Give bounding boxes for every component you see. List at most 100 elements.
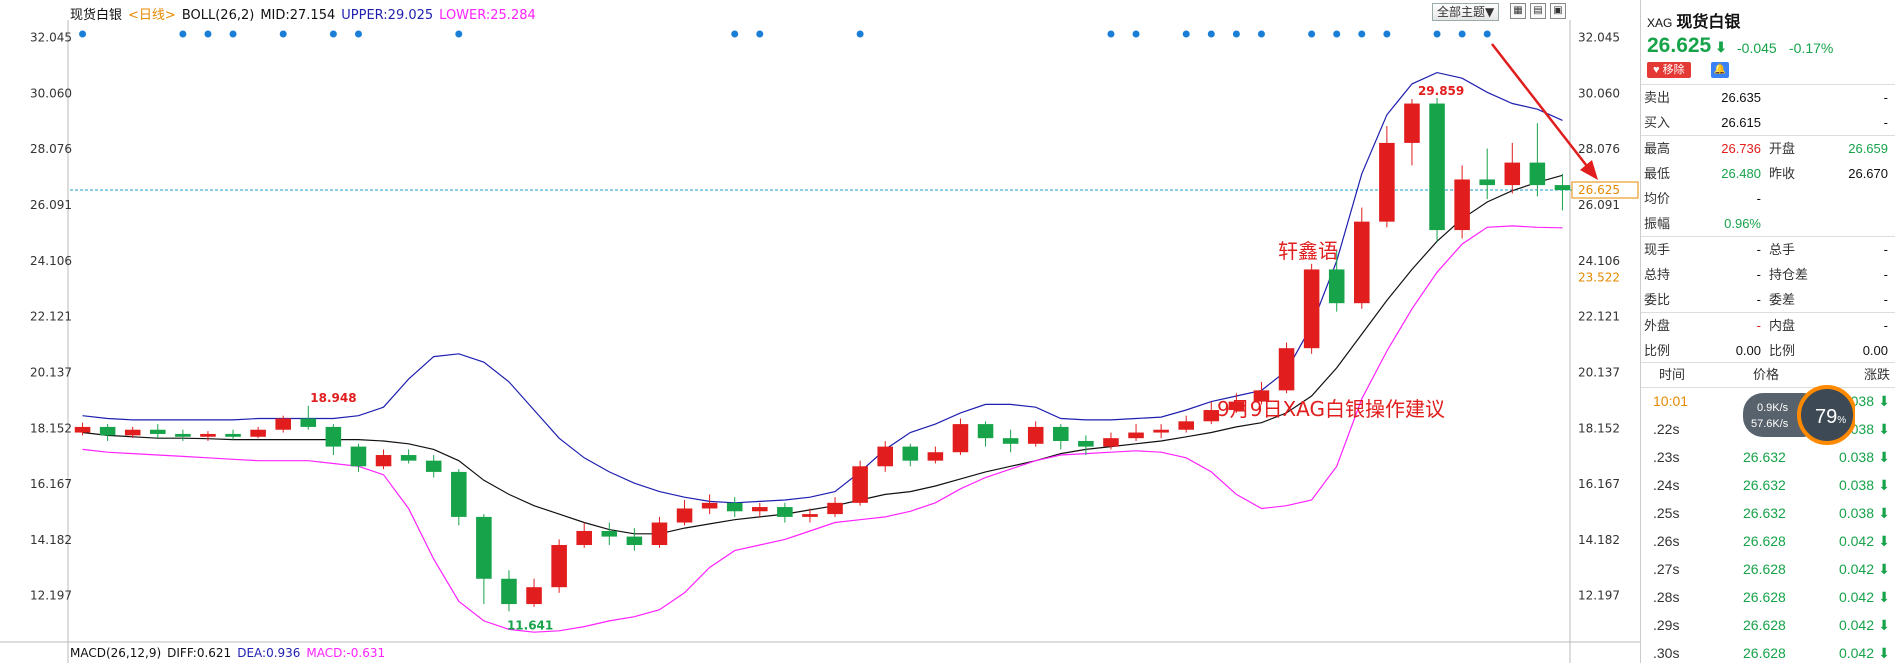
- candle-body: [676, 508, 693, 523]
- y-tick-label-left: 24.106: [30, 254, 72, 268]
- quote-value: 26.615: [1721, 115, 1761, 130]
- candle-body: [827, 502, 843, 515]
- theme-dropdown-button[interactable]: 全部主题▼: [1432, 3, 1500, 21]
- candle-body: [752, 507, 768, 512]
- down-arrow-icon: ⬇: [1878, 645, 1890, 661]
- y-tick-label-left: 16.167: [30, 477, 72, 491]
- y-tick-label-right: 20.137: [1578, 365, 1620, 379]
- candle-body: [325, 426, 342, 447]
- boll-mid-value: MID:27.154: [260, 8, 336, 23]
- quote-row: 委比 - 委差 -: [1641, 287, 1895, 312]
- signal-dot: [279, 30, 287, 38]
- quote-label: 内盘: [1769, 318, 1796, 333]
- down-arrow-icon: ⬇: [1878, 533, 1890, 549]
- y-tick-label-right: 22.121: [1578, 310, 1620, 324]
- down-arrow-icon: ⬇: [1878, 393, 1890, 409]
- candle-body: [802, 514, 818, 517]
- tick-price: 26.632: [1743, 477, 1786, 493]
- boll-lower-value: LOWER:25.284: [439, 8, 536, 23]
- candle-body: [1354, 221, 1370, 304]
- candle-body: [927, 452, 944, 461]
- candle-body: [1454, 179, 1470, 231]
- candle-body: [124, 429, 141, 436]
- instrument-title: XAG 现货白银: [1647, 8, 1740, 32]
- quote-row: 外盘 - 内盘 -: [1641, 312, 1895, 338]
- candle-body: [1128, 432, 1144, 439]
- quote-label: 外盘: [1644, 318, 1671, 333]
- signal-dot: [1182, 30, 1190, 38]
- quote-row: 卖出 26.635 -: [1641, 85, 1895, 110]
- y-tick-label-right: 14.182: [1578, 533, 1620, 547]
- image-icon[interactable]: ▣: [1550, 3, 1566, 19]
- tick-change: 0.042: [1838, 589, 1874, 605]
- period-label[interactable]: <日线>: [128, 8, 176, 23]
- quote-value: -: [1883, 242, 1888, 257]
- down-arrow-icon: ⬇: [1878, 561, 1890, 577]
- candle-body: [1529, 162, 1546, 186]
- quote-value: -: [1883, 292, 1888, 307]
- y-tick-label-left: 28.076: [30, 142, 72, 156]
- down-arrow-icon: ⬇: [1878, 589, 1890, 605]
- candle-body: [701, 502, 718, 509]
- quote-table: 卖出 26.635 - 买入 26.615 - 最高 26.736 开盘 26.659 最低 26.4…: [1641, 84, 1895, 363]
- red-arrow-head: [1580, 160, 1598, 180]
- quote-value: -: [1883, 267, 1888, 282]
- signal-dot: [1107, 30, 1115, 38]
- candlestick-chart[interactable]: 32.045 32.045 30.060 30.060 28.076 28.076 26.0…: [0, 0, 1640, 663]
- bell-icon[interactable]: 🔔: [1711, 62, 1729, 78]
- candle-body: [1379, 142, 1395, 222]
- grid-icon[interactable]: ▦: [1510, 3, 1526, 19]
- candle-body: [1479, 179, 1495, 186]
- quote-label: 开盘: [1769, 141, 1796, 156]
- candle-body: [175, 433, 191, 437]
- candle-body: [1078, 440, 1094, 447]
- tick-header-price: 价格: [1753, 367, 1780, 382]
- quote-label: 均价: [1644, 191, 1671, 206]
- candle-body: [1027, 426, 1044, 444]
- quote-label: 昨收: [1769, 166, 1796, 181]
- candle-body: [651, 522, 668, 546]
- y-tick-label-left: 20.137: [30, 365, 72, 379]
- candle-body: [425, 460, 442, 472]
- quote-row: 买入 26.615 -: [1641, 110, 1895, 135]
- lower-band-tag: 23.522: [1578, 270, 1620, 284]
- quote-label: 卖出: [1644, 90, 1671, 105]
- macd-value: MACD:-0.631: [306, 646, 386, 660]
- candle-body: [400, 455, 417, 461]
- y-tick-label-right: 12.197: [1578, 589, 1620, 603]
- signal-dot: [204, 30, 212, 38]
- chart-canvas[interactable]: 32.045 32.045 30.060 30.060 28.076 28.076 26.0…: [0, 0, 1640, 663]
- y-tick-label-right: 30.060: [1578, 86, 1620, 100]
- candle-body: [1278, 348, 1295, 391]
- down-arrow-icon: ⬇: [1878, 505, 1890, 521]
- indicator-legend: 现货白银 <日线> BOLL(26,2) MID:27.154 UPPER:29.025…: [70, 4, 542, 23]
- signal-dot: [756, 30, 764, 38]
- y-tick-label-right: 32.045: [1578, 31, 1620, 45]
- candle-body: [275, 418, 291, 430]
- quote-value: -: [1883, 90, 1888, 105]
- candle-body: [451, 471, 467, 517]
- y-tick-label-left: 32.045: [30, 31, 72, 45]
- quote-value: -: [1756, 318, 1761, 333]
- candle-body: [902, 446, 919, 461]
- signal-dot: [1257, 30, 1265, 38]
- candle-body: [626, 536, 643, 546]
- current-price-tag: 26.625: [1578, 183, 1620, 197]
- quote-value: -: [1883, 318, 1888, 333]
- tick-price: 26.632: [1743, 505, 1786, 521]
- signal-dot: [1458, 30, 1466, 38]
- current-price-tag-box: [1571, 181, 1639, 199]
- remove-watchlist-button[interactable]: ♥ 移除: [1647, 62, 1691, 78]
- tick-price: 26.628: [1743, 589, 1786, 605]
- tick-time: .26s: [1653, 533, 1680, 549]
- instrument-code: XAG: [1647, 16, 1673, 30]
- layout-icon[interactable]: ▤: [1530, 3, 1546, 19]
- quote-row: 现手 - 总手 -: [1641, 236, 1895, 262]
- price-change: -0.045: [1737, 40, 1777, 56]
- quote-row: 最高 26.736 开盘 26.659: [1641, 135, 1895, 161]
- tick-price: 26.628: [1743, 561, 1786, 577]
- y-tick-label-right: 28.076: [1578, 142, 1620, 156]
- mid-high-label: 18.948: [310, 391, 356, 405]
- tick-row: .30s 26.628 0.042 ⬇: [1641, 639, 1895, 667]
- quote-panel: XAG 现货白银 26.625 ⬇ -0.045 -0.17% ♥ 移除 🔔 卖出…: [1640, 0, 1895, 663]
